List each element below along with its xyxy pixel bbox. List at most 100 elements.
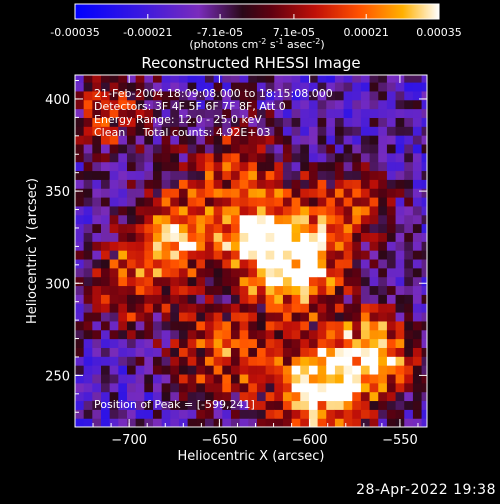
heatmap-cell [378,320,388,331]
heatmap-cell [135,382,145,393]
heatmap-cell [326,188,336,198]
heatmap-cell [152,117,163,127]
heatmap-cell [222,285,232,295]
heatmap-cell [369,90,379,101]
heatmap-cell [274,391,284,402]
heatmap-cell [421,382,427,393]
heatmap-cell [213,338,223,348]
heatmap-cell [334,99,345,110]
heatmap-cell [282,373,293,384]
heatmap-cell [308,267,319,278]
heatmap-cell [213,143,223,154]
heatmap-cell [291,258,301,269]
heatmap-cell [386,373,397,384]
heatmap-cell [161,126,171,136]
heatmap-cell [378,170,388,180]
heatmap-cell [300,329,310,340]
heatmap-cell [126,382,137,393]
heatmap-cell [412,223,423,233]
heatmap-cell [144,409,154,419]
heatmap-cell [204,347,215,357]
heatmap-cell [144,294,154,304]
heatmap-cell [170,99,180,110]
heatmap-cell [75,90,85,101]
heatmap-cell [256,143,267,154]
heatmap-cell [395,152,405,163]
heatmap-cell [126,135,137,145]
heatmap-cell [256,135,267,145]
heatmap-cell [170,161,180,172]
heatmap-cell [352,75,362,83]
heatmap-cell [326,223,336,233]
heatmap-cell [126,391,137,402]
heatmap-cell [317,400,327,410]
heatmap-cell [152,382,163,393]
colorbar-tick-label: -0.00035 [50,26,99,39]
heatmap-cell [126,320,137,331]
heatmap-cell [352,143,362,154]
heatmap-cell [222,356,232,366]
heatmap-cell [360,188,371,198]
heatmap-cell [109,356,119,366]
heatmap-cell [75,152,85,163]
heatmap-cell [404,303,414,313]
heatmap-cell [308,161,319,172]
heatmap-cell [369,205,379,216]
heatmap-cell [100,418,111,427]
heatmap-cell [300,179,310,189]
heatmap-cell [369,179,379,189]
heatmap-cell [144,135,154,145]
heatmap-cell [222,126,232,136]
heatmap-cell [92,170,102,180]
heatmap-cell [421,214,427,225]
heatmap-cell [352,232,362,242]
heatmap-cell [100,347,111,357]
heatmap-cell [386,152,397,163]
heatmap-cell [412,294,423,304]
heatmap-cell [109,99,119,110]
heatmap-cell [378,152,388,163]
heatmap-cell [317,418,327,427]
heatmap-cell [352,382,362,393]
heatmap-cell [326,356,336,366]
heatmap-cell [369,418,379,427]
heatmap-cell [265,276,275,287]
heatmap-cell [92,312,102,322]
heatmap-cell [265,250,275,260]
heatmap-cell [352,90,362,101]
heatmap-cell [187,303,197,313]
heatmap-cell [144,258,154,269]
heatmap-cell [369,320,379,331]
heatmap-cell [126,143,137,154]
heatmap-cell [170,126,180,136]
heatmap-cell [386,99,397,110]
heatmap-cell [239,214,249,225]
heatmap-cell [222,409,232,419]
heatmap-cell [118,241,128,251]
heatmap-cell [386,294,397,304]
heatmap-cell [204,400,215,410]
heatmap-cell [126,285,137,295]
heatmap-cell [274,232,284,242]
heatmap-cell [135,329,145,340]
heatmap-cell [161,312,171,322]
heatmap-cell [178,267,189,278]
heatmap-cell [334,223,345,233]
heatmap-cell [352,312,362,322]
heatmap-cell [256,356,267,366]
heatmap-cell [196,373,206,384]
heatmap-cell [213,197,223,207]
heatmap-cell [144,117,154,127]
heatmap-cell [213,391,223,402]
annotation-clean: Clean Total counts: 4.92E+03 [94,126,271,139]
heatmap-cell [178,258,189,269]
heatmap-cell [326,409,336,419]
heatmap-cell [109,90,119,101]
heatmap-cell [404,373,414,384]
heatmap-cell [135,135,145,145]
heatmap-cell [118,205,128,216]
heatmap-cell [291,188,301,198]
heatmap-cell [256,373,267,384]
heatmap-cell [386,409,397,419]
heatmap-cell [92,108,102,118]
